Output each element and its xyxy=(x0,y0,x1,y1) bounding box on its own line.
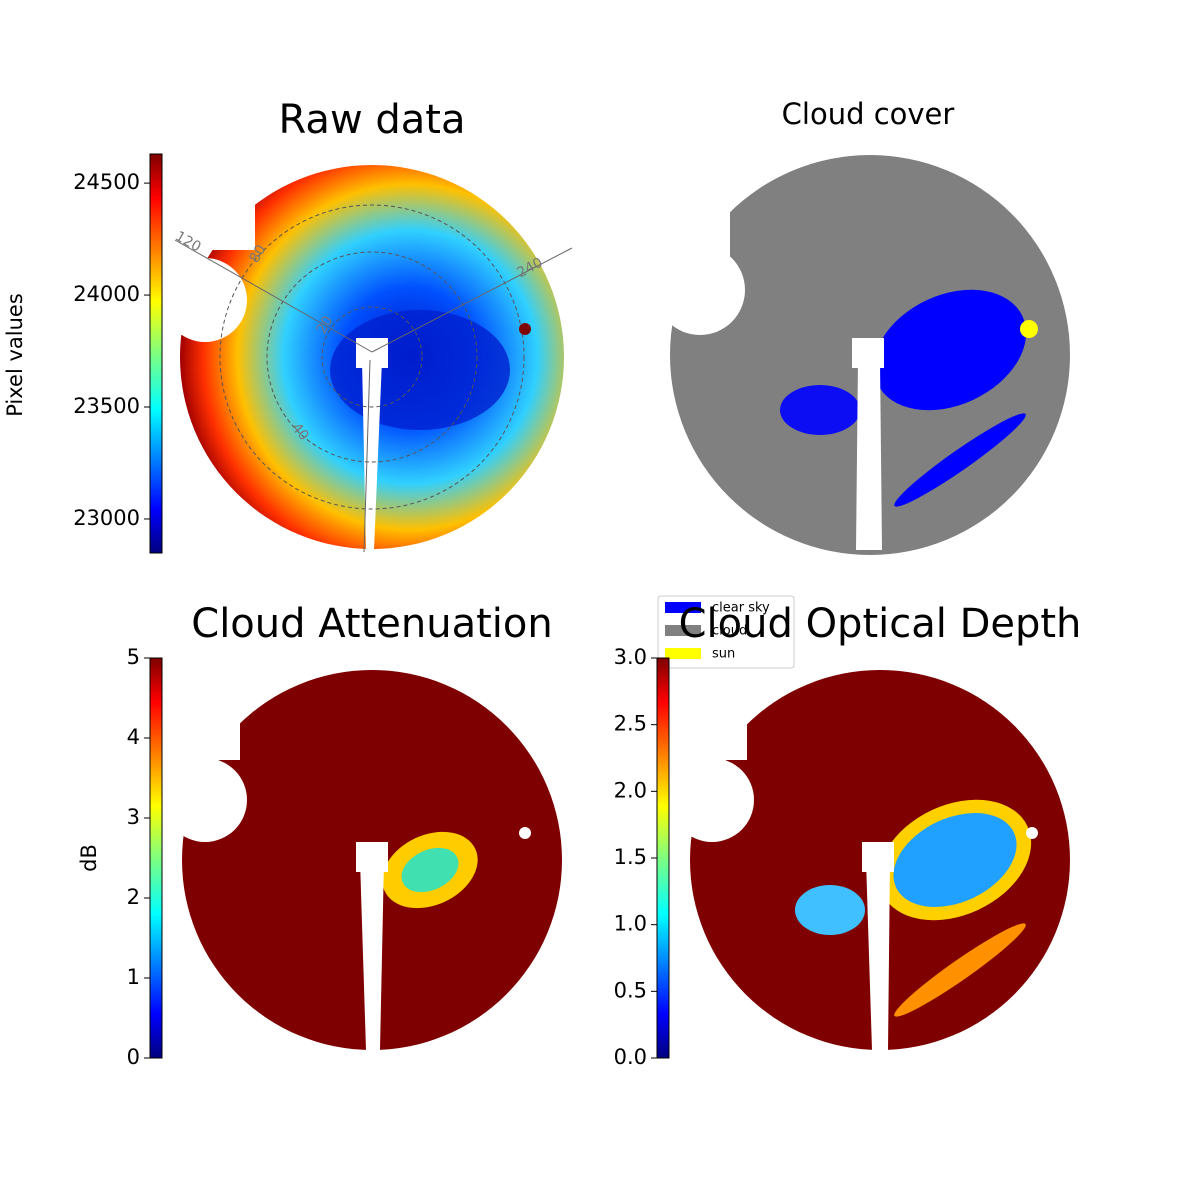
legend-label: sun xyxy=(712,647,735,662)
colorbar-tick-label: 3 xyxy=(127,805,140,829)
colorbar-tick-label: 0.0 xyxy=(614,1045,647,1069)
colorbar-tick-label: 23500 xyxy=(73,394,140,418)
colorbar-tick-label: 2.0 xyxy=(614,778,647,802)
panel-title: Cloud Attenuation xyxy=(191,601,552,647)
colorbar xyxy=(149,153,163,554)
panel-title: Cloud Optical Depth xyxy=(679,601,1082,647)
colorbar-tick-label: 23000 xyxy=(73,506,140,530)
panel-title: Raw data xyxy=(279,97,466,143)
colorbar-label: dB xyxy=(77,844,101,872)
legend-swatch xyxy=(665,648,701,659)
polar-grid-label: 20 xyxy=(314,313,337,336)
colorbar-tick-label: 2 xyxy=(127,885,140,909)
colorbar-tick-label: 0.5 xyxy=(614,978,647,1002)
colorbar-tick-label: 24000 xyxy=(73,282,140,306)
colorbar-tick-label: 1 xyxy=(127,965,140,989)
colorbar-label: Pixel values xyxy=(3,293,27,417)
colorbar-tick-label: 1.0 xyxy=(614,912,647,936)
panel-title: Cloud cover xyxy=(782,97,955,131)
colorbar-tick-label: 2.5 xyxy=(614,712,647,736)
colorbar xyxy=(149,657,163,1059)
colorbar-tick-label: 5 xyxy=(127,645,140,669)
polar-grid-label: 80 xyxy=(247,242,270,265)
attenuation-image xyxy=(163,660,562,1050)
colorbar-tick-label: 1.5 xyxy=(614,845,647,869)
colorbar-tick-label: 3.0 xyxy=(614,645,647,669)
raw-image xyxy=(163,150,573,553)
colorbar-tick-label: 24500 xyxy=(73,170,140,194)
optical-depth-image xyxy=(670,660,1070,1050)
legend-swatch xyxy=(665,625,701,636)
legend-label: cloud xyxy=(712,624,747,639)
colorbar-tick-label: 0 xyxy=(127,1045,140,1069)
legend-swatch xyxy=(665,602,701,613)
cloud-cover-image xyxy=(655,150,1070,555)
legend-label: clear sky xyxy=(712,601,770,616)
colorbar xyxy=(656,657,670,1059)
colorbar-tick-label: 4 xyxy=(127,725,140,749)
